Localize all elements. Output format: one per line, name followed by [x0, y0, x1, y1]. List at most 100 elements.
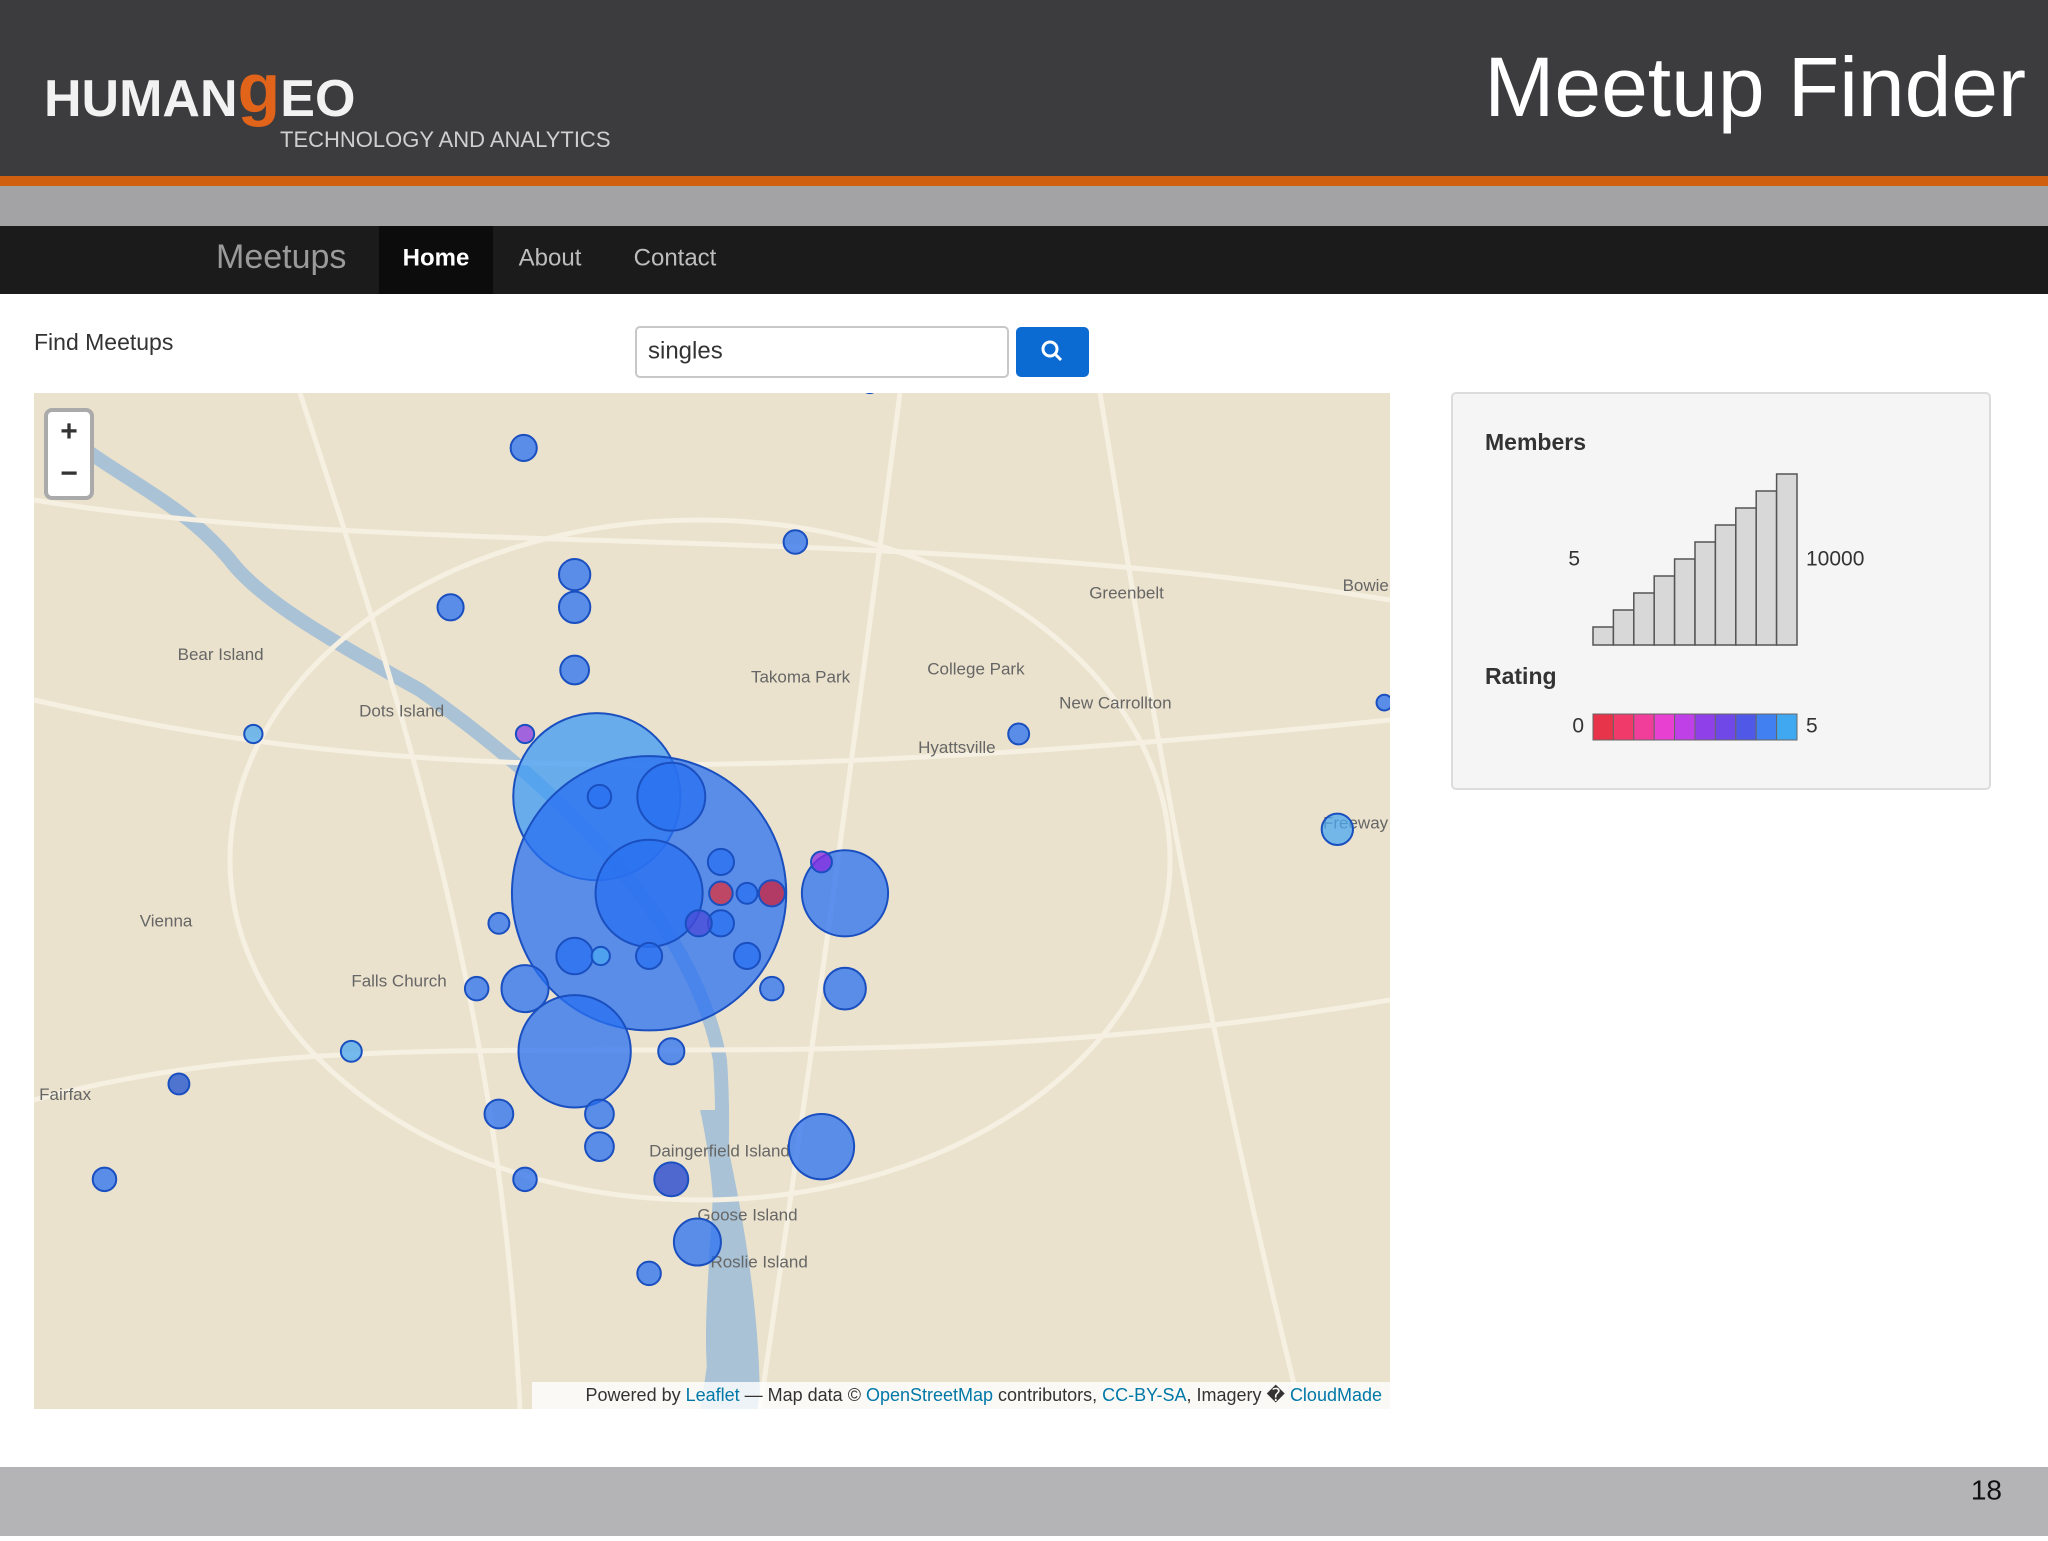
meetup-marker[interactable]: [810, 850, 833, 874]
map-label: Bear Island: [178, 645, 264, 664]
logo: HUMANgEO: [44, 49, 355, 127]
meetup-marker[interactable]: [1375, 693, 1393, 712]
link[interactable]: CloudMade: [1290, 1385, 1382, 1405]
attribution-text: , Imagery �: [1186, 1384, 1289, 1405]
map-label: Daingerfield Island: [649, 1141, 790, 1160]
size-bar: [1612, 609, 1635, 646]
color-swatch: [1612, 713, 1635, 741]
search-icon: [1041, 340, 1059, 358]
color-swatch: [1735, 713, 1757, 741]
meetup-marker[interactable]: [594, 838, 704, 948]
nav-item[interactable]: Contact: [634, 244, 717, 271]
attribution: Powered by Leaflet — Map data © OpenStre…: [586, 1384, 1382, 1405]
meetup-marker[interactable]: [463, 975, 490, 1002]
color-swatch: [1653, 713, 1676, 741]
meetup-marker[interactable]: [557, 590, 592, 624]
meetup-marker[interactable]: [243, 723, 264, 745]
size-bar: [1633, 592, 1655, 646]
roads: [34, 393, 1390, 1409]
link[interactable]: CC-BY-SA: [1102, 1385, 1186, 1405]
meetup-marker[interactable]: [636, 1260, 662, 1287]
legend-min: 0: [1572, 715, 1584, 738]
meetup-marker[interactable]: [500, 964, 550, 1014]
meetup-marker[interactable]: [757, 879, 786, 908]
size-bar: [1673, 558, 1696, 646]
logo-right: EO: [280, 70, 355, 128]
attribution-bg: [532, 1382, 1390, 1409]
search-query[interactable]: singles: [648, 337, 723, 364]
meetup-marker[interactable]: [1007, 722, 1031, 746]
meetup-marker[interactable]: [557, 557, 592, 592]
legend-title: Members: [1485, 429, 1586, 455]
meetup-marker[interactable]: [759, 975, 785, 1002]
footer: [0, 1467, 2048, 1536]
color-swatch: [1776, 713, 1798, 741]
zoom-out[interactable]: −: [60, 457, 78, 490]
meetup-marker[interactable]: [823, 966, 867, 1011]
meetup-marker[interactable]: [584, 1098, 615, 1130]
meetup-marker[interactable]: [735, 881, 759, 905]
search-button[interactable]: [1016, 327, 1089, 377]
meetup-marker[interactable]: [436, 593, 465, 622]
link[interactable]: Leaflet: [686, 1385, 740, 1405]
color-scale: [1592, 713, 1798, 741]
meetup-marker[interactable]: [584, 1131, 615, 1163]
logo-left: HUMAN: [44, 70, 238, 128]
size-bar: [1714, 524, 1737, 646]
map[interactable]: Bear Island Dots Island Vienna Falls Church…: [34, 377, 1392, 1409]
meetup-marker[interactable]: [483, 1098, 515, 1130]
logo-accent: g: [238, 49, 281, 127]
map-label: Dots Island: [359, 701, 444, 720]
meetup-marker[interactable]: [555, 936, 594, 976]
meetup-marker[interactable]: [91, 1166, 118, 1193]
map-label: College Park: [927, 659, 1025, 678]
map-label: Greenbelt: [1089, 584, 1164, 603]
meetup-marker[interactable]: [514, 723, 536, 745]
tagline: TECHNOLOGY AND ANALYTICS: [280, 127, 611, 152]
meetup-marker[interactable]: [684, 909, 713, 938]
meetup-marker[interactable]: [167, 1072, 191, 1096]
legend-max: 10000: [1806, 548, 1864, 571]
meetup-marker[interactable]: [708, 880, 734, 907]
color-swatch: [1714, 713, 1737, 741]
attribution-text: — Map data ©: [740, 1385, 866, 1405]
nav-item[interactable]: Home: [403, 244, 470, 271]
meetup-marker[interactable]: [732, 941, 762, 971]
meetup-marker[interactable]: [517, 994, 632, 1109]
search-input[interactable]: [635, 326, 1009, 378]
map-label: Bowie: [1343, 576, 1389, 595]
meetup-marker[interactable]: [586, 783, 613, 810]
meetup-marker[interactable]: [339, 1039, 363, 1063]
meetup-marker[interactable]: [787, 1113, 856, 1181]
meetup-marker[interactable]: [672, 1217, 722, 1267]
meetup-marker[interactable]: [590, 945, 611, 967]
header-bar: [0, 0, 2048, 176]
map-label: Roslie Island: [710, 1252, 807, 1271]
meetup-marker[interactable]: [487, 911, 511, 935]
zoom-in[interactable]: +: [60, 415, 78, 448]
meetup-marker[interactable]: [862, 377, 878, 395]
attribution-text: contributors,: [993, 1385, 1102, 1405]
meetup-marker[interactable]: [653, 1161, 690, 1198]
map-label: Falls Church: [351, 972, 446, 991]
search-icon: [1053, 352, 1063, 362]
map-label: New Carrollton: [1059, 693, 1171, 712]
size-bar: [1653, 575, 1676, 646]
size-scale: [1592, 473, 1798, 646]
nav-item[interactable]: About: [519, 244, 582, 271]
meetup-marker[interactable]: [782, 529, 809, 555]
meetup-marker[interactable]: [636, 761, 707, 832]
meetup-marker[interactable]: [512, 1166, 538, 1193]
color-swatch: [1592, 713, 1614, 741]
nav-brand[interactable]: Meetups: [216, 238, 346, 276]
meetup-marker[interactable]: [657, 1037, 686, 1066]
nav-active-bg: [379, 226, 493, 294]
meetup-marker[interactable]: [509, 433, 538, 463]
meetup-marker[interactable]: [706, 847, 735, 877]
meetup-marker[interactable]: [559, 654, 591, 686]
map-label: Hyattsville: [918, 738, 995, 757]
link[interactable]: OpenStreetMap: [866, 1385, 993, 1405]
size-bar: [1775, 473, 1798, 646]
meetup-marker[interactable]: [1320, 812, 1355, 846]
meetup-marker[interactable]: [635, 941, 664, 971]
